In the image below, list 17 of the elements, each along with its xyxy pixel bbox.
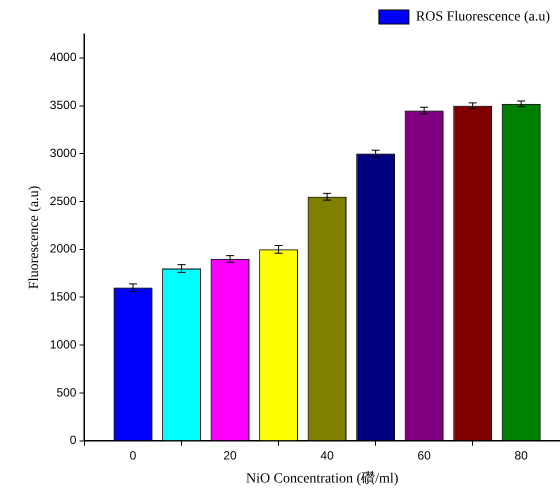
- x-axis-title: NiO Concentration (礸/ml): [246, 470, 399, 486]
- x-tick-label: 60: [417, 448, 432, 462]
- x-tick-label: 40: [320, 448, 334, 462]
- y-tick-label: 2500: [50, 194, 77, 208]
- y-tick-label: 1500: [50, 290, 77, 304]
- y-tick-label: 2000: [50, 242, 77, 256]
- y-tick-label: 1000: [50, 337, 77, 352]
- x-tick-label: 0: [130, 448, 137, 462]
- legend-label: ROS Fluorescence (a.u): [416, 10, 550, 25]
- y-tick-label: 500: [56, 385, 77, 400]
- x-tick-label: 20: [223, 448, 238, 462]
- y-tick-label: 0: [70, 433, 77, 448]
- y-axis-title: Fluorescence (a.u): [27, 185, 42, 290]
- y-tick-label: 3000: [50, 146, 77, 160]
- y-tick-label: 3500: [50, 98, 77, 112]
- y-tick-label: 4000: [50, 50, 77, 64]
- x-tick-label: 80: [514, 448, 528, 462]
